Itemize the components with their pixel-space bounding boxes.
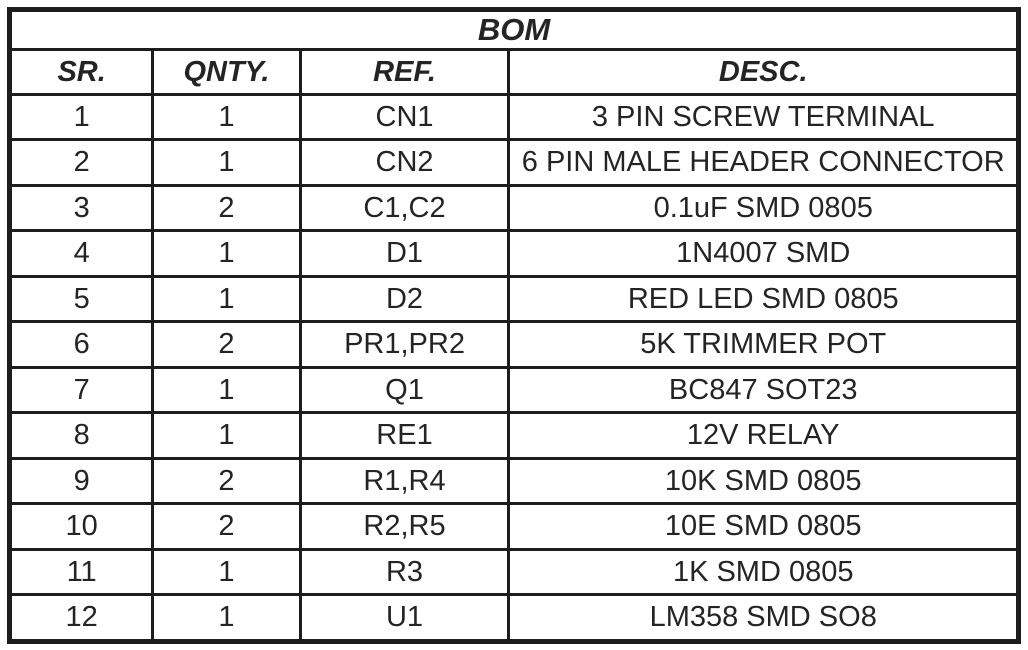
table-cell-qnty: 1 bbox=[151, 593, 302, 643]
table-title-row: BOM bbox=[8, 8, 1020, 51]
table-cell-qnty: 1 bbox=[151, 365, 302, 415]
table-cell-qnty: 1 bbox=[151, 229, 302, 278]
table-cell-qnty: 1 bbox=[151, 411, 302, 460]
table-cell-sr: 4 bbox=[7, 229, 155, 278]
table-cell-qnty: 2 bbox=[151, 320, 302, 369]
table-header-row: SR. QNTY. REF. DESC. bbox=[7, 48, 1020, 96]
table-row: 6 2 PR1,PR2 5K TRIMMER POT bbox=[7, 320, 1020, 369]
table-cell-sr: 8 bbox=[7, 411, 155, 460]
table-cell-desc: LM358 SMD SO8 bbox=[507, 593, 1020, 643]
table-row: 9 2 R1,R4 10K SMD 0805 bbox=[7, 456, 1020, 506]
table-row: 4 1 D1 1N4007 SMD bbox=[7, 229, 1020, 278]
bom-table: BOM SR. QNTY. REF. DESC. 1 1 CN1 3 PIN SCRE… bbox=[7, 7, 1021, 644]
table-cell-ref: U1 bbox=[298, 593, 511, 643]
table-row: 10 2 R2,R5 10E SMD 0805 bbox=[7, 502, 1020, 551]
table-row: 2 1 CN2 6 PIN MALE HEADER CONNECTOR bbox=[7, 138, 1020, 187]
table-cell-ref: R1,R4 bbox=[298, 456, 511, 506]
table-cell-ref: D2 bbox=[298, 274, 511, 324]
table-body: 1 1 CN1 3 PIN SCREW TERMINAL 2 1 CN2 6 PIN MALE… bbox=[7, 92, 1020, 643]
table-cell-desc: 10K SMD 0805 bbox=[507, 456, 1020, 506]
table-row: 1 1 CN1 3 PIN SCREW TERMINAL bbox=[7, 92, 1020, 142]
table-cell-desc: BC847 SOT23 bbox=[507, 365, 1020, 415]
table-cell-qnty: 2 bbox=[151, 183, 302, 233]
table-cell-ref: D1 bbox=[298, 229, 511, 278]
table-cell-ref: R3 bbox=[298, 547, 511, 597]
table-title: BOM bbox=[8, 8, 1020, 51]
table-cell-desc: 1K SMD 0805 bbox=[507, 547, 1020, 597]
table-row: 11 1 R3 1K SMD 0805 bbox=[7, 547, 1020, 597]
table-cell-qnty: 1 bbox=[151, 92, 302, 142]
table-cell-qnty: 1 bbox=[151, 274, 302, 324]
table-cell-desc: 10E SMD 0805 bbox=[507, 502, 1020, 551]
table-cell-desc: 12V RELAY bbox=[507, 411, 1020, 460]
table-cell-sr: 3 bbox=[7, 183, 155, 233]
table-cell-sr: 9 bbox=[7, 456, 155, 506]
table-cell-sr: 5 bbox=[7, 274, 155, 324]
column-header-desc: DESC. bbox=[507, 48, 1020, 96]
table-cell-sr: 6 bbox=[7, 320, 155, 369]
table-cell-ref: PR1,PR2 bbox=[298, 320, 511, 369]
table-cell-desc: RED LED SMD 0805 bbox=[507, 274, 1020, 324]
table-cell-qnty: 2 bbox=[151, 456, 302, 506]
table-cell-desc: 1N4007 SMD bbox=[507, 229, 1020, 278]
table-row: 3 2 C1,C2 0.1uF SMD 0805 bbox=[7, 183, 1020, 233]
table-cell-desc: 5K TRIMMER POT bbox=[507, 320, 1020, 369]
table-cell-ref: Q1 bbox=[298, 365, 511, 415]
table-cell-ref: C1,C2 bbox=[298, 183, 511, 233]
table-cell-sr: 1 bbox=[7, 92, 155, 142]
table-row: 7 1 Q1 BC847 SOT23 bbox=[7, 365, 1020, 415]
table-cell-sr: 12 bbox=[7, 593, 155, 643]
table-cell-desc: 0.1uF SMD 0805 bbox=[507, 183, 1020, 233]
table-cell-desc: 6 PIN MALE HEADER CONNECTOR bbox=[507, 138, 1020, 187]
table-cell-desc: 3 PIN SCREW TERMINAL bbox=[507, 92, 1020, 142]
table-cell-ref: R2,R5 bbox=[298, 502, 511, 551]
table-cell-sr: 10 bbox=[7, 502, 155, 551]
table-cell-sr: 11 bbox=[7, 547, 155, 597]
table-cell-sr: 2 bbox=[7, 138, 155, 187]
table-cell-sr: 7 bbox=[7, 365, 155, 415]
column-header-qnty: QNTY. bbox=[151, 48, 302, 96]
column-header-ref: REF. bbox=[298, 48, 511, 96]
table-cell-qnty: 1 bbox=[151, 138, 302, 187]
table-cell-qnty: 2 bbox=[151, 502, 302, 551]
table-cell-ref: CN1 bbox=[298, 92, 511, 142]
table-row: 5 1 D2 RED LED SMD 0805 bbox=[7, 274, 1020, 324]
column-header-sr: SR. bbox=[7, 48, 155, 96]
table-cell-qnty: 1 bbox=[151, 547, 302, 597]
table-cell-ref: CN2 bbox=[298, 138, 511, 187]
table-row: 12 1 U1 LM358 SMD SO8 bbox=[7, 593, 1020, 643]
table-cell-ref: RE1 bbox=[298, 411, 511, 460]
table-row: 8 1 RE1 12V RELAY bbox=[7, 411, 1020, 460]
